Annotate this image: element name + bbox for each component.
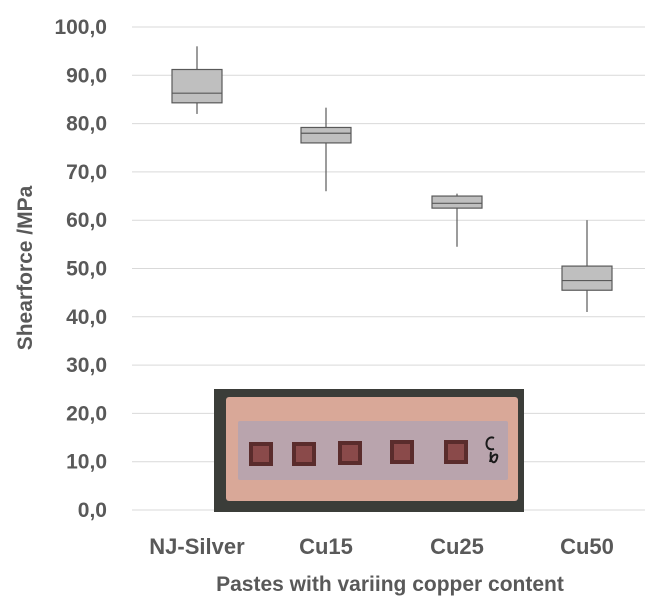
- y-tick-label: 10,0: [66, 451, 107, 474]
- y-tick-label: 100,0: [54, 16, 107, 39]
- y-tick-label: 50,0: [66, 258, 107, 281]
- y-tick-label: 90,0: [66, 64, 107, 87]
- die-2-top: [296, 446, 312, 462]
- box-nj-silver: [171, 46, 223, 114]
- box-cu15: [300, 107, 352, 192]
- x-category-labels: NJ-Silver Cu15 Cu25 Cu50: [149, 534, 614, 559]
- x-axis-title: Pastes with variing copper content: [216, 573, 564, 596]
- x-category-label: Cu15: [299, 534, 353, 559]
- y-tick-label: 40,0: [66, 306, 107, 329]
- y-tick-label: 20,0: [66, 402, 107, 425]
- y-tick-label: 80,0: [66, 113, 107, 136]
- x-category-label: Cu25: [430, 534, 484, 559]
- y-tick-label: 70,0: [66, 161, 107, 184]
- inset-substrate-photo: [214, 389, 524, 512]
- die-1-top: [253, 446, 269, 462]
- boxes: [171, 46, 613, 312]
- die-3-top: [342, 445, 358, 461]
- x-category-label: Cu50: [560, 534, 614, 559]
- iqr-box: [171, 68, 223, 104]
- iqr-box: [431, 195, 483, 209]
- y-axis-title: Shearforce /MPa: [14, 185, 37, 350]
- x-category-label: NJ-Silver: [149, 534, 245, 559]
- y-tick-label: 30,0: [66, 354, 107, 377]
- iqr-box: [300, 126, 352, 144]
- die-5-top: [448, 444, 464, 460]
- handwritten-mark: [485, 436, 499, 464]
- box-cu50: [561, 220, 613, 312]
- iqr-box: [561, 265, 613, 291]
- y-tick-label: 60,0: [66, 209, 107, 232]
- box-cu25: [431, 193, 483, 247]
- y-tick-label: 0,0: [78, 499, 107, 522]
- die-4-top: [394, 444, 410, 460]
- y-tick-labels: 0,0 10,0 20,0 30,0 40,0 50,0 60,0 70,0 80,0 90,0 1…: [54, 16, 107, 522]
